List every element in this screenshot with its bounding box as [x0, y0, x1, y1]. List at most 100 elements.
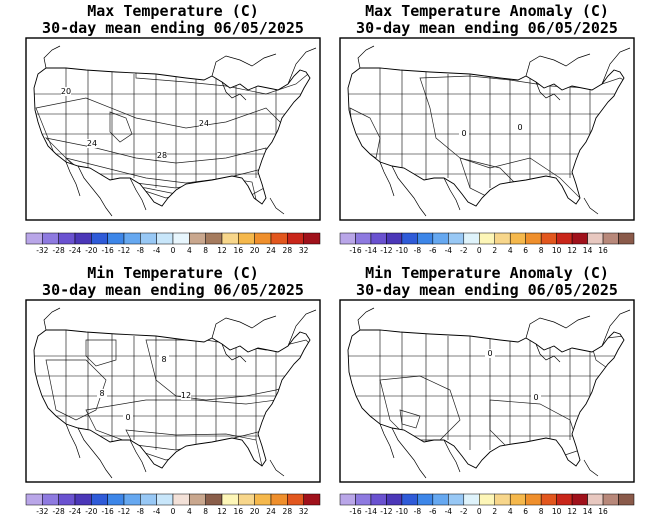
colorbar-swatch	[58, 232, 76, 245]
contour-region	[379, 375, 461, 441]
contour-label: 8	[99, 389, 104, 398]
colorbar-tick-label: 10	[552, 246, 562, 255]
colorbar-tick-label: 6	[523, 246, 528, 255]
colorbar-swatch	[287, 493, 304, 506]
colorbar-tick-label: -14	[365, 507, 377, 516]
colorbar-tick-label: -24	[69, 507, 81, 516]
colorbar-swatch	[270, 232, 288, 245]
panel-title: Max Temperature (C)	[87, 2, 259, 20]
map-frame	[339, 37, 635, 221]
colorbar-swatch	[618, 493, 635, 506]
colorbar-tick-label: 28	[283, 246, 293, 255]
map-area: 20 24 24 28	[25, 37, 326, 221]
colorbar-swatch	[303, 232, 321, 245]
colorbar-swatch	[270, 493, 288, 506]
colorbar-tick-label: 0	[477, 507, 482, 516]
colorbar-tick-label: 8	[539, 507, 544, 516]
colorbar-tick-label: -14	[365, 246, 377, 255]
colorbar-swatch	[221, 232, 239, 245]
colorbar-tick-label: 16	[598, 507, 608, 516]
colorbar-tick-label: -28	[53, 507, 65, 516]
colorbar-tick-label: -4	[153, 246, 161, 255]
colorbar-tick-label: 16	[598, 246, 608, 255]
colorbar-swatch	[618, 232, 635, 245]
colorbar-tick-label: 24	[266, 246, 276, 255]
panel-title: Min Temperature (C)	[87, 264, 259, 282]
colorbar-swatch	[140, 493, 157, 506]
colorbar-tick-label: 4	[508, 246, 513, 255]
colorbar-swatch	[339, 232, 356, 245]
colorbar-tick-label: 8	[539, 246, 544, 255]
colorbar-tick-label: 12	[567, 507, 577, 516]
colorbar-swatch	[91, 493, 108, 506]
colorbar-swatch	[417, 232, 434, 245]
colorbar-swatch	[74, 232, 92, 245]
colorbar-tick-label: -10	[396, 246, 408, 255]
colorbar-tick-label: 12	[217, 507, 227, 516]
panel-min-temp-anomaly: Min Temperature Anomaly (C)30-day mean e…	[339, 264, 640, 516]
colorbar-swatch	[221, 493, 239, 506]
contour-label: 20	[61, 87, 71, 96]
colorbar-swatch	[172, 493, 190, 506]
colorbar: -32 -28 -24 -20 -16 -12 -8 -4 0 4 8 12 16 20 24 28 32	[25, 232, 321, 255]
panel-max-temp: Max Temperature (C)30-day mean ending 06…	[25, 2, 326, 255]
colorbar-swatch	[123, 232, 141, 245]
colorbar-swatch	[74, 493, 92, 506]
colorbar-swatch	[556, 493, 573, 506]
colorbar-swatch	[58, 493, 76, 506]
contour-region	[85, 339, 117, 367]
colorbar-swatch	[205, 232, 223, 245]
colorbar-swatch	[571, 493, 588, 506]
colorbar-swatch	[42, 493, 59, 506]
colorbar-swatch	[107, 232, 125, 245]
colorbar-tick-label: -20	[85, 507, 97, 516]
colorbar-tick-label: 16	[234, 507, 244, 516]
colorbar-swatch	[509, 232, 526, 245]
colorbar-swatch	[602, 232, 619, 245]
colorbar-tick-label: 2	[492, 246, 497, 255]
colorbar-tick-label: 4	[508, 507, 513, 516]
colorbar-tick-label: -6	[429, 246, 437, 255]
contour-label: 24	[87, 139, 97, 148]
panel-subtitle: 30-day mean ending 06/05/2025	[42, 19, 304, 37]
colorbar-swatch	[479, 493, 495, 506]
colorbar-swatch	[25, 493, 43, 506]
panel-min-temp: Min Temperature (C)30-day mean ending 06…	[25, 264, 326, 516]
colorbar-swatch	[339, 493, 356, 506]
colorbar-tick-label: 12	[217, 246, 227, 255]
colorbar-swatch	[386, 493, 403, 506]
colorbar-tick-label: -16	[349, 246, 361, 255]
colorbar-tick-label: -2	[460, 246, 468, 255]
colorbar: -16 -14 -12 -10 -8 -6 -4 -2 0 2 4 6 8 10 12 14 16	[339, 232, 635, 255]
contour-label: 8	[161, 355, 166, 364]
colorbar-swatch	[432, 493, 449, 506]
colorbar-tick-label: 0	[171, 507, 176, 516]
colorbar-swatch	[254, 493, 272, 506]
colorbar-swatch	[448, 232, 465, 245]
colorbar-swatch	[448, 493, 465, 506]
colorbar-tick-label: 14	[583, 246, 593, 255]
colorbar-tick-label: -6	[429, 507, 437, 516]
colorbar-tick-label: 0	[171, 246, 176, 255]
contour-label: 24	[199, 119, 209, 128]
colorbar-tick-label: 14	[583, 507, 593, 516]
panel-title: Max Temperature Anomaly (C)	[365, 2, 609, 20]
colorbar-swatch	[525, 232, 542, 245]
colorbar-swatch	[494, 232, 511, 245]
colorbar-tick-label: -12	[380, 246, 392, 255]
colorbar-tick-label: -4	[153, 507, 161, 516]
colorbar-tick-label: 4	[187, 507, 192, 516]
colorbar-tick-label: 12	[567, 246, 577, 255]
contour-region	[135, 68, 310, 95]
colorbar-swatch	[540, 493, 557, 506]
contour-label: 12	[181, 391, 191, 400]
colorbar-swatch	[401, 493, 418, 506]
colorbar-swatch	[525, 493, 542, 506]
colorbar-swatch	[238, 493, 255, 506]
colorbar-swatch	[401, 232, 418, 245]
colorbar-swatch	[386, 232, 403, 245]
panel-max-temp-anomaly: Max Temperature Anomaly (C)30-day mean e…	[339, 2, 640, 255]
colorbar-swatch	[107, 493, 125, 506]
colorbar-swatch	[42, 232, 59, 245]
